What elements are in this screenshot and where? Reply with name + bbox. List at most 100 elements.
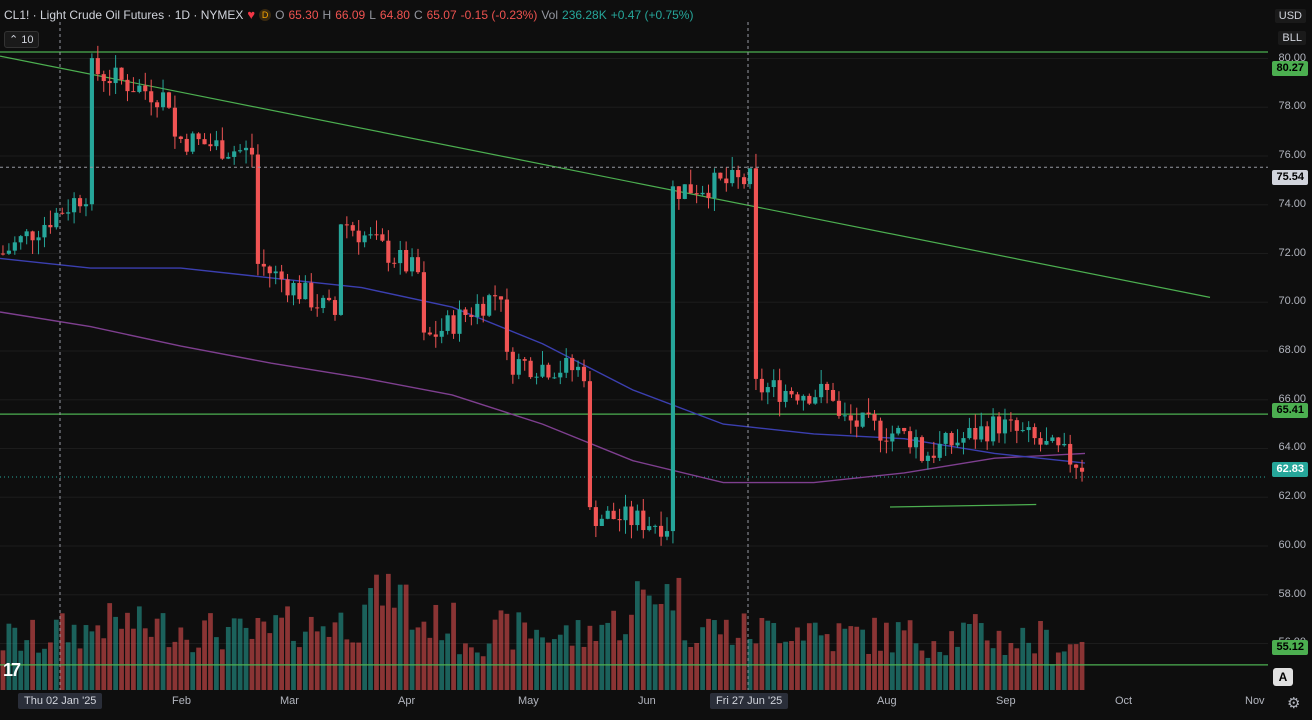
volume-bar (540, 637, 545, 690)
candle-body (445, 315, 450, 331)
candle-body (647, 526, 652, 531)
candle-body (178, 136, 183, 139)
d-badge: D (259, 8, 272, 21)
currency-selector[interactable]: USD (1274, 9, 1306, 23)
volume-bar (332, 622, 338, 690)
candle-body (380, 234, 385, 241)
volume-bar (735, 637, 741, 690)
candle-body (77, 198, 83, 207)
tradingview-logo[interactable]: 17 (3, 660, 21, 680)
candle-body (908, 431, 913, 448)
candle-body (629, 506, 634, 526)
candle-body (196, 133, 201, 140)
horizontal-lines (0, 51, 1268, 666)
volume-bar (154, 618, 160, 690)
candle-body (214, 140, 219, 147)
candle-body (273, 271, 278, 274)
candle-body (421, 272, 426, 333)
gear-icon[interactable]: ⚙ (1287, 695, 1301, 712)
candle-body (1026, 427, 1031, 431)
price-tag-support-mid: 65.41 (1272, 403, 1308, 418)
symbol-legend[interactable]: CL1! · Light Crude Oil Futures · 1D · NY… (4, 7, 693, 22)
candle-body (392, 262, 397, 264)
candle-body (498, 296, 504, 300)
indicator-toggle[interactable]: ⌃ 10 (4, 31, 39, 48)
candle-body (321, 297, 326, 309)
candle-body (599, 518, 604, 526)
volume-bar (421, 621, 427, 690)
time-cursor-left: Thu 02 Jan '25 (18, 693, 103, 709)
candle-body (985, 426, 990, 442)
volume-bars (0, 573, 1085, 690)
candle-body (771, 380, 776, 388)
volume-bar (646, 595, 652, 690)
volume-bar (652, 604, 658, 690)
price-axis-label: 78.00 (1278, 100, 1306, 113)
candle-body (1056, 437, 1061, 446)
volume-bar (836, 623, 842, 690)
candle-body (226, 156, 231, 159)
candle-body (202, 139, 207, 145)
candle-body (487, 295, 492, 316)
candle-body (581, 366, 587, 382)
volume-bar (320, 626, 326, 690)
high-label: H (322, 7, 332, 22)
volume-bar (65, 642, 71, 690)
volume-bar (534, 629, 539, 690)
volume-bar (1020, 627, 1026, 690)
unit-selector[interactable]: BLL (1278, 31, 1306, 45)
volume-bar (474, 652, 480, 690)
candle-body (587, 381, 593, 508)
volume-bar (492, 619, 498, 690)
candle-body (291, 282, 296, 296)
candle-body (724, 178, 729, 184)
candle-body (676, 186, 681, 199)
volume-bar (901, 630, 907, 690)
auto-scale-button[interactable]: A (1273, 668, 1293, 686)
volume-bar (753, 643, 759, 690)
heart-icon[interactable]: ♥ (247, 7, 256, 22)
volume-bar (285, 606, 290, 690)
volume-bar (824, 634, 830, 690)
candle-body (249, 147, 255, 155)
volume-bar (362, 604, 368, 690)
candle-body (872, 414, 877, 421)
volume-bar (427, 637, 433, 690)
candle-body (653, 525, 658, 527)
candle-body (552, 377, 557, 379)
symbol-title[interactable]: CL1! · Light Crude Oil Futures · 1D · NY… (4, 7, 244, 22)
candle-body (848, 415, 853, 421)
volume-bar (53, 619, 59, 690)
close-value: 65.07 (426, 7, 457, 22)
volume-bar (48, 642, 53, 690)
volume-bar (795, 627, 800, 690)
volume-bar (1002, 654, 1008, 690)
candle-body (1044, 440, 1049, 445)
volume-bar (789, 641, 794, 690)
candle-body (516, 359, 521, 375)
volume-bar (783, 641, 788, 690)
candle-body (688, 184, 693, 194)
volume-bar (314, 631, 320, 690)
price-change: -0.15 (-0.23%) (460, 7, 538, 22)
volume-bar (658, 603, 664, 690)
candle-body (155, 102, 160, 108)
candle-body (303, 282, 308, 300)
volume-bar (611, 610, 617, 690)
volume-bar (1073, 644, 1079, 690)
volume-bar (107, 603, 113, 690)
candle-body (504, 299, 510, 352)
high-value: 66.09 (335, 7, 366, 22)
candle-body (919, 437, 925, 461)
volume-bar (308, 616, 314, 690)
volume-bar (30, 619, 35, 690)
volume-bar (741, 613, 747, 690)
volume-bar (0, 650, 6, 690)
volume-bar (593, 640, 599, 690)
price-axis-label: 62.00 (1278, 490, 1306, 503)
candle-body (825, 383, 830, 390)
candle-body (409, 257, 415, 272)
volume-bar (889, 652, 895, 690)
candle-body (427, 332, 432, 335)
